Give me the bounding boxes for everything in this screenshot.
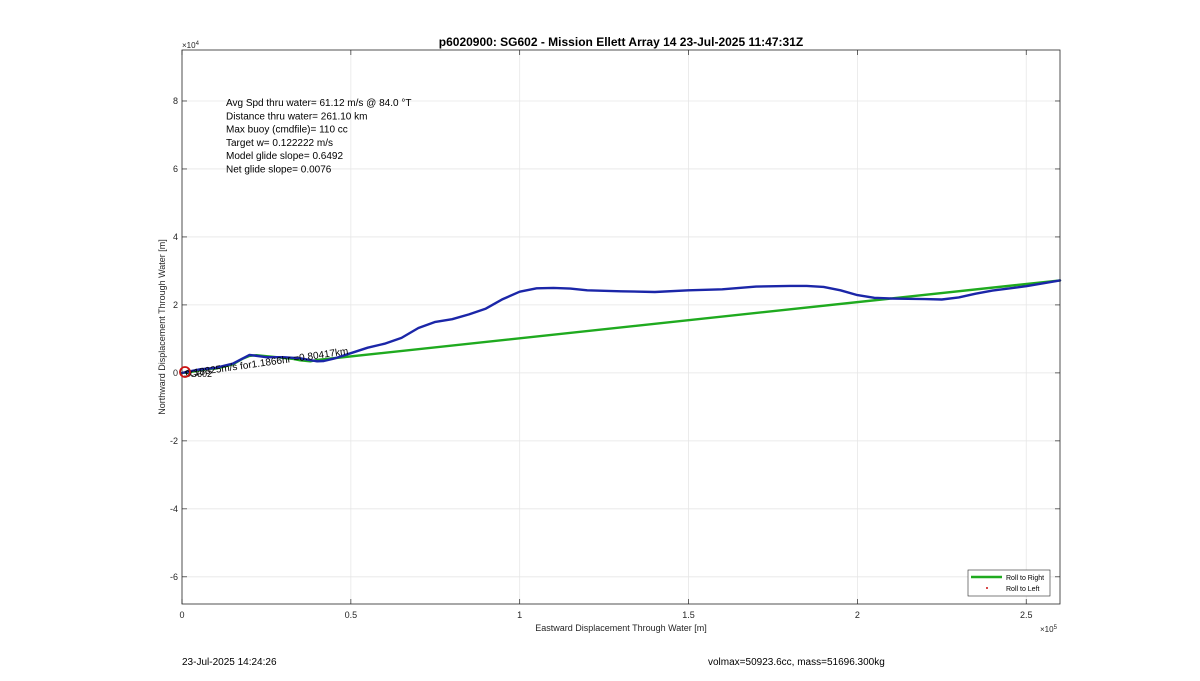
- legend-swatch-roll-left: [986, 587, 988, 589]
- footer-timestamp: 23-Jul-2025 14:24:26: [182, 657, 277, 668]
- y-exponent-label: ×104: [182, 41, 200, 50]
- x-tick-label: 0.5: [345, 610, 358, 620]
- x-tick-label: 2.5: [1020, 610, 1033, 620]
- stats-line: Avg Spd thru water= 61.12 m/s @ 84.0 °T: [226, 98, 411, 109]
- y-tick-label: -2: [170, 436, 178, 446]
- stats-line: Distance thru water= 261.10 km: [226, 111, 367, 122]
- grid-lines: [181, 50, 1060, 604]
- chart-title: p6020900: SG602 - Mission Ellett Array 1…: [439, 35, 803, 49]
- x-axis-label: Eastward Displacement Through Water [m]: [535, 623, 707, 633]
- footer-volmax-mass: volmax=50923.6cc, mass=51696.300kg: [708, 657, 885, 668]
- x-tick-label: 1: [517, 610, 522, 620]
- legend-label-roll-left: Roll to Left: [1006, 586, 1040, 593]
- legend-label-roll-right: Roll to Right: [1006, 575, 1044, 582]
- y-tick-label: 8: [173, 96, 178, 106]
- stats-annotation: Avg Spd thru water= 61.12 m/s @ 84.0 °T D…: [226, 98, 411, 176]
- y-tick-label: -6: [170, 572, 178, 582]
- stats-line: Net glide slope= 0.0076: [226, 165, 332, 176]
- legend: Roll to Right Roll to Left: [967, 569, 1051, 597]
- y-tick-label: 2: [173, 300, 178, 310]
- legend-box: [967, 569, 1051, 597]
- plot-frame: [181, 49, 1061, 605]
- x-tick-label: 2: [855, 610, 860, 620]
- stats-line: Model glide slope= 0.6492: [226, 151, 343, 162]
- series-layer: [180, 279, 1062, 375]
- stats-line: Max buoy (cmdfile)= 110 cc: [226, 125, 348, 136]
- stats-line: Target w= 0.122222 m/s: [226, 138, 333, 149]
- x-tick-label: 1.5: [682, 610, 695, 620]
- x-exponent-label: ×105: [1040, 625, 1058, 634]
- series-line-glider-track: [180, 279, 1062, 375]
- y-tick-label: 6: [173, 164, 178, 174]
- y-tick-label: -4: [170, 504, 178, 514]
- y-axis-label: Northward Displacement Through Water [m]: [157, 239, 167, 415]
- start-marker: [179, 366, 191, 378]
- x-tick-label: 0: [179, 610, 184, 620]
- y-tick-label: 4: [173, 232, 178, 242]
- start-label: SG602: [184, 369, 212, 379]
- y-tick-label: 0: [173, 368, 178, 378]
